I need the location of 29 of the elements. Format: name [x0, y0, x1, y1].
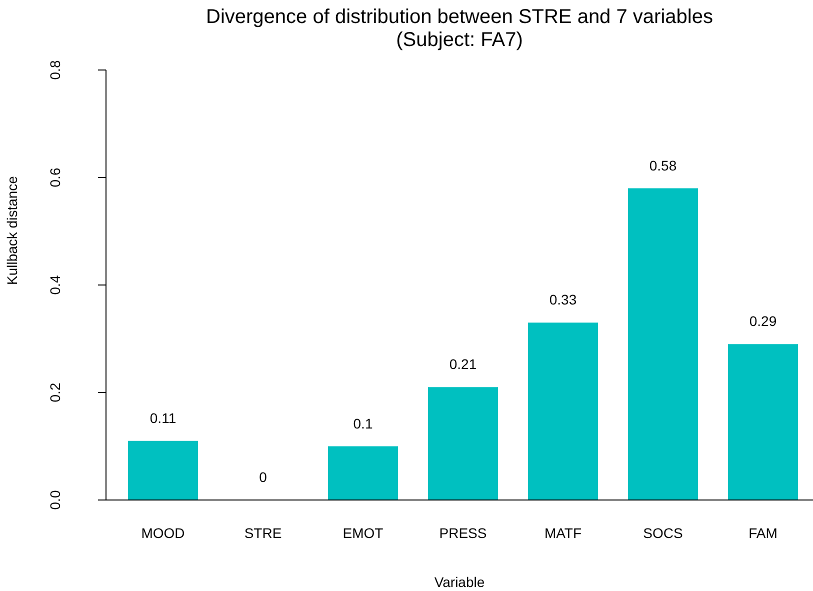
data-label: 0.1: [353, 415, 373, 432]
bar: [728, 344, 798, 500]
x-axis-title: Variable: [434, 574, 485, 590]
data-label: 0.33: [549, 292, 577, 308]
x-tick-label: STRE: [244, 524, 282, 541]
x-tick-label: FAM: [748, 524, 778, 541]
data-label: 0: [259, 469, 268, 485]
y-tick-label: 0.6: [47, 168, 63, 188]
x-tick-label: EMOT: [342, 524, 384, 541]
y-tick-label: 0.4: [47, 275, 63, 295]
data-label: 0.29: [749, 313, 777, 330]
y-axis-title: Kullback distance: [4, 176, 20, 285]
x-tick-label: MATF: [544, 524, 582, 541]
x-tick-label: SOCS: [643, 524, 683, 541]
x-tick-label: PRESS: [439, 524, 487, 541]
chart-subtitle: (Subject: FA7): [395, 29, 524, 52]
bar: [528, 322, 598, 500]
data-label: 0.21: [449, 356, 477, 372]
y-tick-label: 0.8: [47, 60, 63, 80]
data-label: 0.11: [150, 410, 176, 426]
x-tick-label: MOOD: [141, 524, 185, 541]
y-tick-label: 0.0: [47, 490, 63, 510]
bar: [428, 387, 498, 500]
data-label: 0.58: [649, 157, 677, 174]
bar: [328, 446, 398, 500]
bar: [128, 440, 198, 500]
chart-title: Divergence of distribution between STRE and 7 variables: [205, 6, 714, 29]
bar: [628, 188, 698, 500]
y-tick-label: 0.2: [47, 382, 63, 402]
